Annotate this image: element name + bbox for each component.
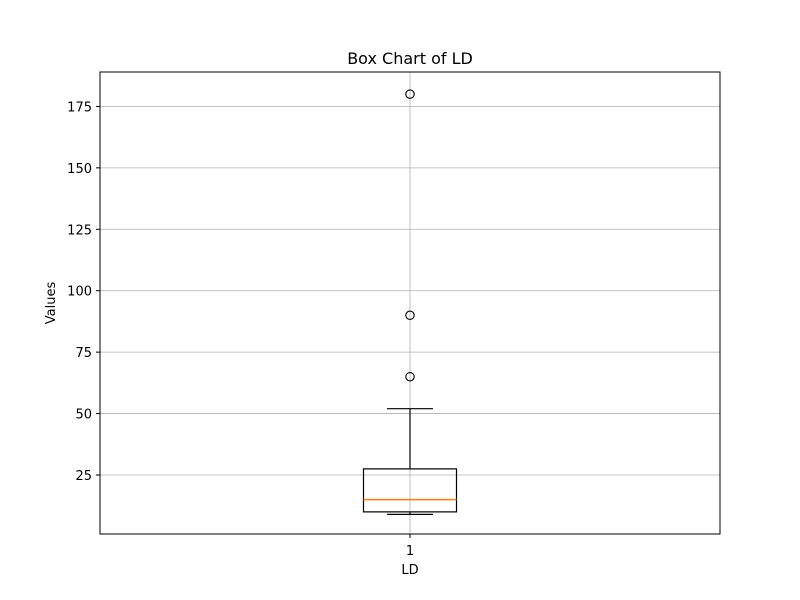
outlier-point: [405, 310, 415, 321]
chart-title: Box Chart of LD: [347, 49, 473, 68]
y-tick-label: 125: [67, 223, 92, 238]
x-axis-ticks: 1: [406, 534, 414, 559]
y-tick-label: 175: [67, 100, 92, 115]
outlier-point: [405, 371, 415, 382]
box-plot-series: [362, 89, 458, 515]
y-axis-ticks: 25 50 75 100 125 150 175: [67, 100, 100, 484]
interquartile-box: [362, 468, 458, 513]
y-tick-label: 25: [75, 469, 92, 484]
grid-lines: [100, 72, 720, 534]
y-tick-label: 150: [67, 162, 92, 177]
y-tick-label: 50: [75, 408, 92, 423]
outlier-point: [405, 89, 415, 99]
box-plot: [362, 89, 458, 515]
y-tick-label: 75: [75, 346, 92, 361]
x-axis-label: LD: [401, 563, 418, 578]
y-tick-label: 100: [67, 285, 92, 300]
y-axis-label: Values: [44, 282, 59, 325]
x-tick-label: 1: [406, 544, 414, 559]
